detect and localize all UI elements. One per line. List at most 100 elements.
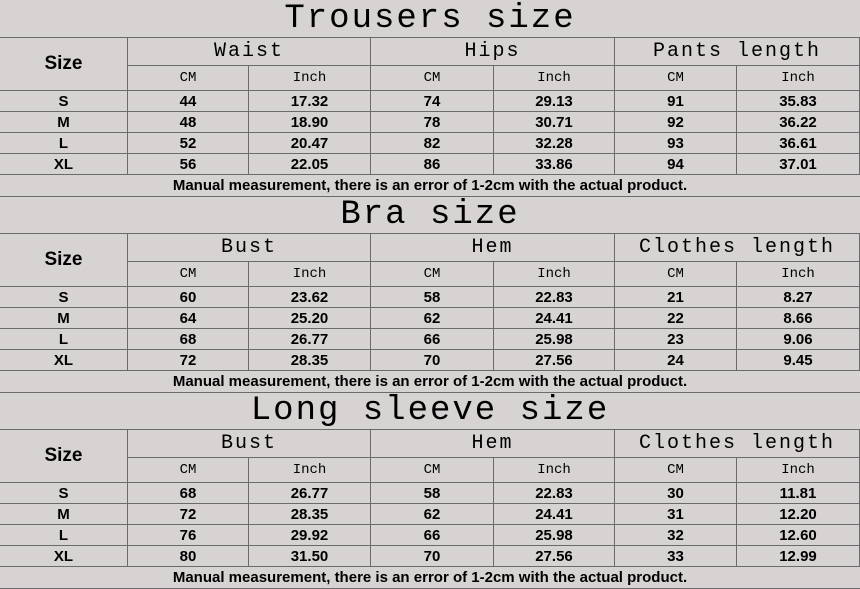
size-header: Size: [0, 38, 128, 91]
unit-header: CM: [128, 458, 249, 483]
measure: 31.50: [249, 546, 371, 567]
measure: 11.81: [737, 483, 860, 504]
measure: 36.61: [737, 133, 860, 154]
measure: 93: [615, 133, 737, 154]
measure: 48: [128, 112, 249, 133]
measure: 25.98: [494, 525, 615, 546]
measure: 9.06: [737, 329, 860, 350]
measure: 64: [128, 308, 249, 329]
unit-header: Inch: [249, 262, 371, 287]
measure: 35.83: [737, 91, 860, 112]
measure: 27.56: [494, 546, 615, 567]
size-name: XL: [0, 350, 128, 371]
measure: 66: [371, 525, 494, 546]
measure: 31: [615, 504, 737, 525]
unit-header: CM: [128, 66, 249, 91]
note: Manual measurement, there is an error of…: [0, 567, 860, 589]
unit-header: CM: [371, 66, 494, 91]
group-header: Clothes length: [615, 234, 860, 262]
unit-header: CM: [615, 262, 737, 287]
measure: 82: [371, 133, 494, 154]
unit-header: CM: [615, 458, 737, 483]
measure: 24.41: [494, 308, 615, 329]
section-title: Bra size: [0, 196, 860, 234]
measure: 22: [615, 308, 737, 329]
measure: 32: [615, 525, 737, 546]
measure: 92: [615, 112, 737, 133]
measure: 29.13: [494, 91, 615, 112]
measure: 36.22: [737, 112, 860, 133]
measure: 86: [371, 154, 494, 175]
measure: 70: [371, 546, 494, 567]
measure: 58: [371, 483, 494, 504]
measure: 62: [371, 504, 494, 525]
measure: 78: [371, 112, 494, 133]
measure: 26.77: [249, 483, 371, 504]
size-name: XL: [0, 546, 128, 567]
measure: 60: [128, 287, 249, 308]
measure: 24: [615, 350, 737, 371]
measure: 74: [371, 91, 494, 112]
measure: 9.45: [737, 350, 860, 371]
measure: 37.01: [737, 154, 860, 175]
measure: 23: [615, 329, 737, 350]
measure: 44: [128, 91, 249, 112]
group-header: Hips: [371, 38, 615, 66]
measure: 30.71: [494, 112, 615, 133]
measure: 22.83: [494, 483, 615, 504]
size-name: M: [0, 308, 128, 329]
measure: 25.20: [249, 308, 371, 329]
size-name: L: [0, 133, 128, 154]
measure: 68: [128, 483, 249, 504]
size-name: S: [0, 483, 128, 504]
measure: 76: [128, 525, 249, 546]
unit-header: CM: [615, 66, 737, 91]
measure: 28.35: [249, 504, 371, 525]
size-name: M: [0, 504, 128, 525]
measure: 30: [615, 483, 737, 504]
size-header: Size: [0, 430, 128, 483]
unit-header: Inch: [737, 458, 860, 483]
measure: 23.62: [249, 287, 371, 308]
size-name: S: [0, 287, 128, 308]
measure: 72: [128, 504, 249, 525]
measure: 17.32: [249, 91, 371, 112]
measure: 70: [371, 350, 494, 371]
note: Manual measurement, there is an error of…: [0, 371, 860, 393]
group-header: Bust: [128, 430, 371, 458]
measure: 27.56: [494, 350, 615, 371]
measure: 24.41: [494, 504, 615, 525]
group-header: Hem: [371, 430, 615, 458]
group-header: Pants length: [615, 38, 860, 66]
unit-header: CM: [128, 262, 249, 287]
measure: 58: [371, 287, 494, 308]
measure: 91: [615, 91, 737, 112]
section-title: Trousers size: [0, 0, 860, 38]
measure: 26.77: [249, 329, 371, 350]
measure: 56: [128, 154, 249, 175]
group-header: Clothes length: [615, 430, 860, 458]
measure: 68: [128, 329, 249, 350]
size-name: L: [0, 329, 128, 350]
measure: 18.90: [249, 112, 371, 133]
size-header: Size: [0, 234, 128, 287]
group-header: Hem: [371, 234, 615, 262]
note: Manual measurement, there is an error of…: [0, 175, 860, 197]
measure: 8.66: [737, 308, 860, 329]
unit-header: Inch: [249, 458, 371, 483]
unit-header: Inch: [249, 66, 371, 91]
unit-header: Inch: [737, 262, 860, 287]
section-title: Long sleeve size: [0, 392, 860, 430]
unit-header: Inch: [494, 262, 615, 287]
measure: 33.86: [494, 154, 615, 175]
measure: 8.27: [737, 287, 860, 308]
measure: 62: [371, 308, 494, 329]
group-header: Waist: [128, 38, 371, 66]
measure: 72: [128, 350, 249, 371]
unit-header: Inch: [494, 458, 615, 483]
measure: 25.98: [494, 329, 615, 350]
measure: 94: [615, 154, 737, 175]
size-name: XL: [0, 154, 128, 175]
measure: 12.20: [737, 504, 860, 525]
unit-header: Inch: [494, 66, 615, 91]
